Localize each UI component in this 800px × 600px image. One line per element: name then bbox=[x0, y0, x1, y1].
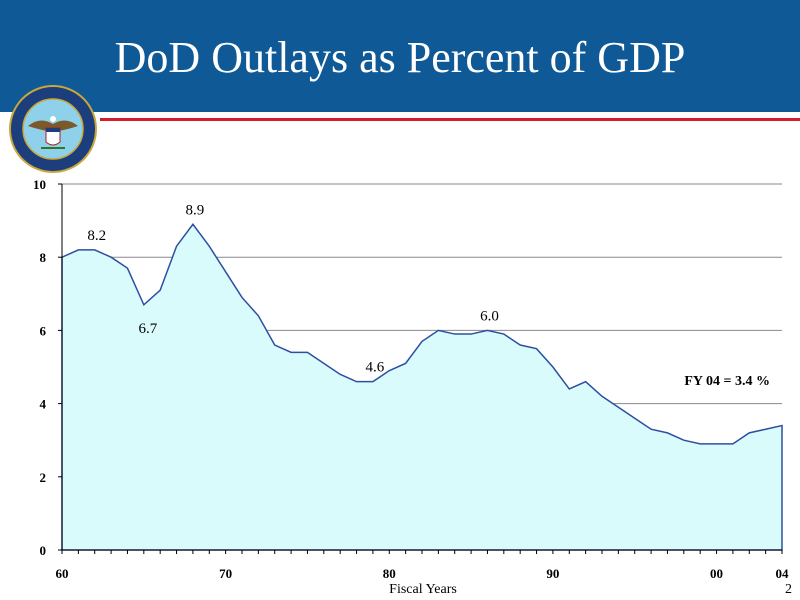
data-label: 8.9 bbox=[186, 202, 205, 218]
red-divider-line bbox=[100, 118, 800, 121]
outlays-area-chart: 0 2 4 6 8 10 60 70 80 90 00 04 8.2 6.7 8.9 4.6 6.0 FY … bbox=[33, 177, 790, 597]
y-tick-label: 8 bbox=[40, 250, 47, 265]
x-tick-label: 60 bbox=[56, 566, 69, 581]
title-banner: DoD Outlays as Percent of GDP bbox=[0, 0, 800, 112]
x-tick-label: 00 bbox=[710, 566, 723, 581]
y-tick-label: 4 bbox=[40, 397, 47, 412]
data-label: 4.6 bbox=[366, 360, 385, 376]
dod-seal-icon bbox=[9, 85, 97, 173]
y-tick-label: 6 bbox=[40, 323, 47, 338]
y-tick-label: 0 bbox=[40, 543, 47, 558]
x-axis-ticks: 60 70 80 90 00 04 bbox=[56, 550, 790, 581]
x-tick-label: 04 bbox=[776, 566, 790, 581]
data-labels: 8.2 6.7 8.9 4.6 6.0 bbox=[87, 202, 498, 375]
x-axis-title: Fiscal Years bbox=[389, 582, 457, 597]
data-label: 8.2 bbox=[87, 228, 106, 244]
y-axis-ticks: 0 2 4 6 8 10 bbox=[33, 177, 62, 558]
data-label: 6.7 bbox=[138, 321, 157, 337]
fy04-annotation: FY 04 = 3.4 % bbox=[684, 374, 770, 389]
data-label: 6.0 bbox=[480, 308, 499, 324]
x-tick-label: 80 bbox=[383, 566, 396, 581]
y-tick-label: 10 bbox=[33, 177, 46, 192]
area-series-outlays bbox=[61, 223, 783, 551]
y-tick-label: 2 bbox=[40, 470, 47, 485]
x-tick-label: 70 bbox=[219, 566, 232, 581]
slide-title: DoD Outlays as Percent of GDP bbox=[114, 33, 686, 82]
x-tick-label: 90 bbox=[546, 566, 559, 581]
page-number: 2 bbox=[785, 582, 792, 597]
